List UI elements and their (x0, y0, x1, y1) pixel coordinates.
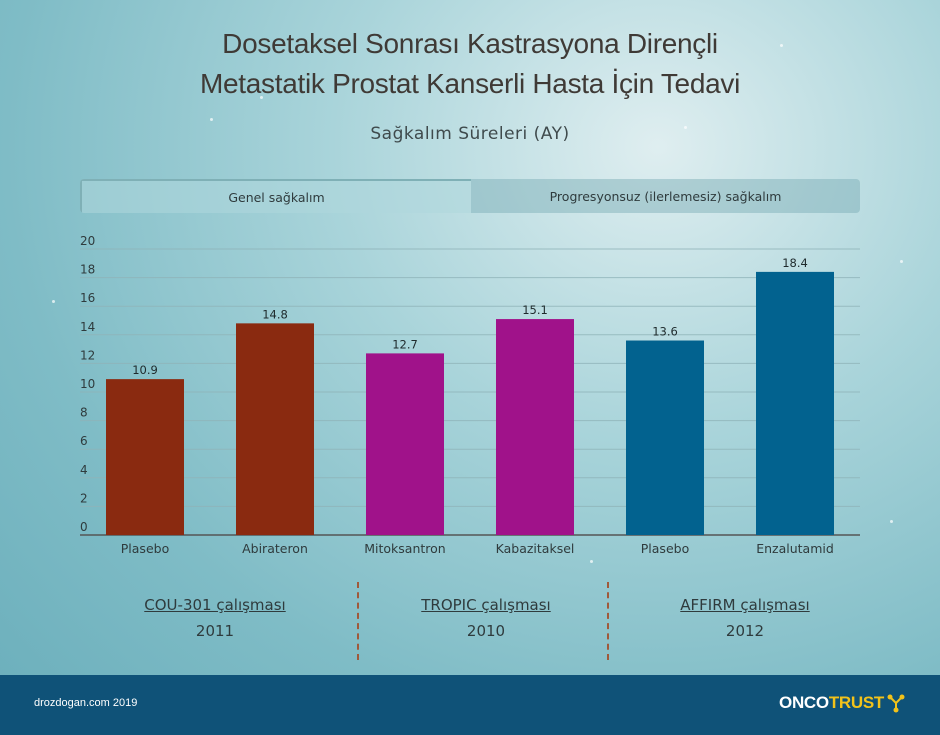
chart-subtitle: Sağkalım Süreleri (AY) (370, 124, 570, 144)
study-year: 2011 (195, 622, 235, 640)
data-label: 13.6 (652, 325, 678, 339)
study-cou-301: COU-301 çalışması 2011 (90, 582, 340, 640)
title-line-1: Dosetaksel Sonrası Kastrasyona Dirençli (222, 28, 718, 59)
study-tropic: TROPIC çalışması 2010 (361, 582, 611, 640)
y-tick-label: 2 (80, 491, 88, 505)
logo-text-onco: ONCO (779, 693, 829, 712)
logo-text-trust: TRUST (828, 693, 884, 712)
y-tick-label: 0 (80, 520, 88, 534)
x-tick-label: Mitoksantron (364, 541, 445, 556)
y-tick-label: 6 (80, 434, 88, 448)
y-tick-label: 8 (80, 406, 88, 420)
y-tick-label: 4 (80, 463, 88, 477)
data-label: 12.7 (392, 337, 418, 351)
tab-bar: Genel sağkalım Progresyonsuz (ilerlemesi… (80, 179, 860, 213)
molecule-icon (887, 694, 905, 713)
oncotrust-logo[interactable]: ONCO TRUST (779, 693, 906, 713)
study-year: 2012 (725, 622, 765, 640)
bar (626, 340, 704, 535)
bar (236, 323, 314, 535)
title-line-2: Metastatik Prostat Kanserli Hasta İçin T… (199, 68, 740, 99)
x-tick-label: Enzalutamid (756, 541, 834, 556)
y-tick-label: 12 (80, 348, 95, 362)
chart-title: Dosetaksel Sonrası Kastrasyona Dirençli … (0, 24, 940, 104)
study-name[interactable]: COU-301 çalışması (144, 596, 286, 614)
bar (756, 271, 834, 535)
study-name[interactable]: TROPIC çalışması (421, 596, 551, 614)
y-tick-label: 18 (80, 263, 95, 277)
tab-overall-survival[interactable]: Genel sağkalım (80, 179, 471, 213)
bar (366, 353, 444, 535)
x-tick-label: Kabazitaksel (496, 541, 575, 556)
y-tick-label: 16 (80, 291, 95, 305)
study-name[interactable]: AFFIRM çalışması (680, 596, 810, 614)
x-tick-label: Abirateron (242, 541, 308, 556)
bar (496, 319, 574, 535)
data-label: 14.8 (262, 307, 288, 321)
x-tick-label: Plasebo (121, 541, 169, 556)
data-label: 18.4 (782, 256, 808, 270)
study-divider (607, 582, 609, 660)
y-tick-label: 10 (80, 377, 95, 391)
y-tick-label: 14 (80, 320, 95, 334)
study-labels: COU-301 çalışması 2011 TROPIC çalışması … (80, 582, 860, 662)
bar (106, 379, 184, 535)
study-divider (357, 582, 359, 660)
footer-credit[interactable]: drozdogan.com 2019 (34, 697, 138, 709)
data-label: 10.9 (132, 363, 158, 377)
bar-chart: 0 2 4 6 8 10 12 14 16 18 20 10.9 Plasebo 14.8 Abirater… (80, 234, 860, 556)
data-label: 15.1 (522, 303, 548, 317)
study-year: 2010 (466, 622, 506, 640)
footer-bar: drozdogan.com 2019 ONCO TRUST (0, 675, 940, 735)
y-tick-label: 20 (80, 234, 95, 248)
study-affirm: AFFIRM çalışması 2012 (620, 582, 870, 640)
x-tick-label: Plasebo (641, 541, 689, 556)
tab-progression-free-survival[interactable]: Progresyonsuz (ilerlemesiz) sağkalım (471, 179, 860, 213)
